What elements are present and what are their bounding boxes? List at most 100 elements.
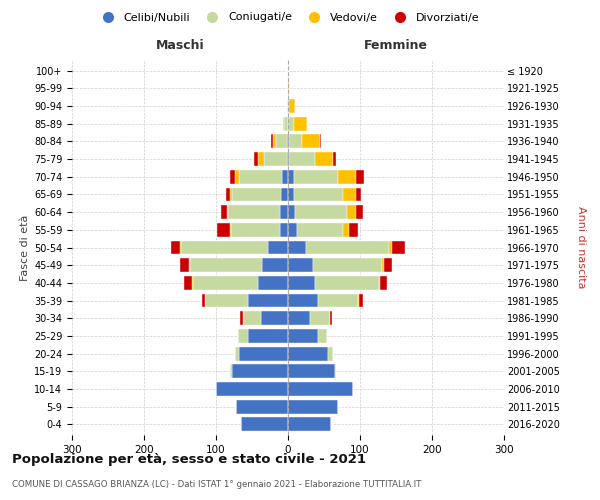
Bar	[316, 276, 379, 290]
Bar	[236, 400, 288, 413]
Bar	[191, 276, 193, 290]
Bar	[230, 170, 235, 183]
Bar	[330, 312, 332, 325]
Bar	[302, 134, 320, 148]
Bar	[193, 276, 258, 290]
Bar	[288, 170, 294, 183]
Bar	[228, 205, 280, 219]
Bar	[230, 223, 231, 236]
Bar	[318, 329, 327, 343]
Bar	[288, 418, 331, 432]
Bar	[296, 223, 343, 236]
Bar	[318, 294, 358, 308]
Bar	[268, 240, 288, 254]
Bar	[332, 152, 336, 166]
Text: Femmine: Femmine	[364, 39, 428, 52]
Bar	[288, 329, 318, 343]
Legend: Celibi/Nubili, Coniugati/e, Vedovi/e, Divorziati/e: Celibi/Nubili, Coniugati/e, Vedovi/e, Di…	[92, 8, 484, 27]
Bar	[280, 223, 288, 236]
Bar	[356, 170, 364, 183]
Bar	[347, 205, 356, 219]
Bar	[284, 117, 288, 130]
Bar	[313, 258, 382, 272]
Bar	[287, 99, 288, 113]
Bar	[382, 258, 384, 272]
Bar	[356, 188, 361, 202]
Bar	[232, 364, 288, 378]
Bar	[172, 240, 180, 254]
Bar	[288, 117, 294, 130]
Bar	[232, 188, 281, 202]
Bar	[288, 223, 296, 236]
Bar	[288, 188, 294, 202]
Bar	[227, 205, 228, 219]
Bar	[288, 99, 289, 113]
Bar	[217, 223, 230, 236]
Bar	[288, 364, 335, 378]
Bar	[230, 188, 232, 202]
Bar	[288, 205, 295, 219]
Bar	[238, 329, 248, 343]
Bar	[280, 205, 288, 219]
Bar	[235, 346, 239, 360]
Bar	[202, 294, 205, 308]
Bar	[389, 240, 392, 254]
Bar	[288, 346, 328, 360]
Bar	[380, 276, 388, 290]
Bar	[180, 240, 181, 254]
Y-axis label: Fasce di età: Fasce di età	[20, 214, 30, 280]
Y-axis label: Anni di nascita: Anni di nascita	[577, 206, 586, 289]
Bar	[188, 258, 190, 272]
Bar	[288, 152, 289, 166]
Bar	[338, 170, 356, 183]
Bar	[241, 418, 288, 432]
Bar	[248, 294, 288, 308]
Bar	[288, 134, 289, 148]
Bar	[294, 170, 338, 183]
Bar	[260, 312, 288, 325]
Bar	[289, 134, 302, 148]
Bar	[288, 382, 353, 396]
Bar	[294, 117, 307, 130]
Bar	[287, 134, 288, 148]
Bar	[226, 188, 230, 202]
Bar	[358, 294, 359, 308]
Text: COMUNE DI CASSAGO BRIANZA (LC) - Dati ISTAT 1° gennaio 2021 - Elaborazione TUTTI: COMUNE DI CASSAGO BRIANZA (LC) - Dati IS…	[12, 480, 421, 489]
Bar	[273, 134, 277, 148]
Bar	[283, 117, 284, 130]
Bar	[262, 258, 288, 272]
Bar	[288, 400, 338, 413]
Bar	[239, 346, 288, 360]
Bar	[241, 312, 242, 325]
Bar	[242, 312, 260, 325]
Bar	[288, 276, 316, 290]
Bar	[287, 152, 288, 166]
Bar	[314, 152, 332, 166]
Bar	[288, 240, 306, 254]
Bar	[294, 188, 343, 202]
Bar	[288, 82, 289, 95]
Text: Popolazione per età, sesso e stato civile - 2021: Popolazione per età, sesso e stato civil…	[12, 452, 366, 466]
Bar	[295, 205, 347, 219]
Bar	[282, 170, 288, 183]
Bar	[349, 223, 358, 236]
Bar	[263, 152, 287, 166]
Bar	[190, 258, 262, 272]
Bar	[254, 152, 258, 166]
Bar	[335, 364, 336, 378]
Bar	[379, 276, 380, 290]
Bar	[221, 205, 227, 219]
Bar	[184, 276, 191, 290]
Bar	[216, 382, 288, 396]
Bar	[230, 364, 232, 378]
Bar	[205, 294, 248, 308]
Bar	[306, 240, 389, 254]
Bar	[288, 312, 310, 325]
Bar	[359, 294, 363, 308]
Bar	[288, 294, 318, 308]
Bar	[289, 152, 314, 166]
Bar	[180, 258, 188, 272]
Bar	[392, 240, 406, 254]
Bar	[384, 258, 392, 272]
Bar	[356, 205, 363, 219]
